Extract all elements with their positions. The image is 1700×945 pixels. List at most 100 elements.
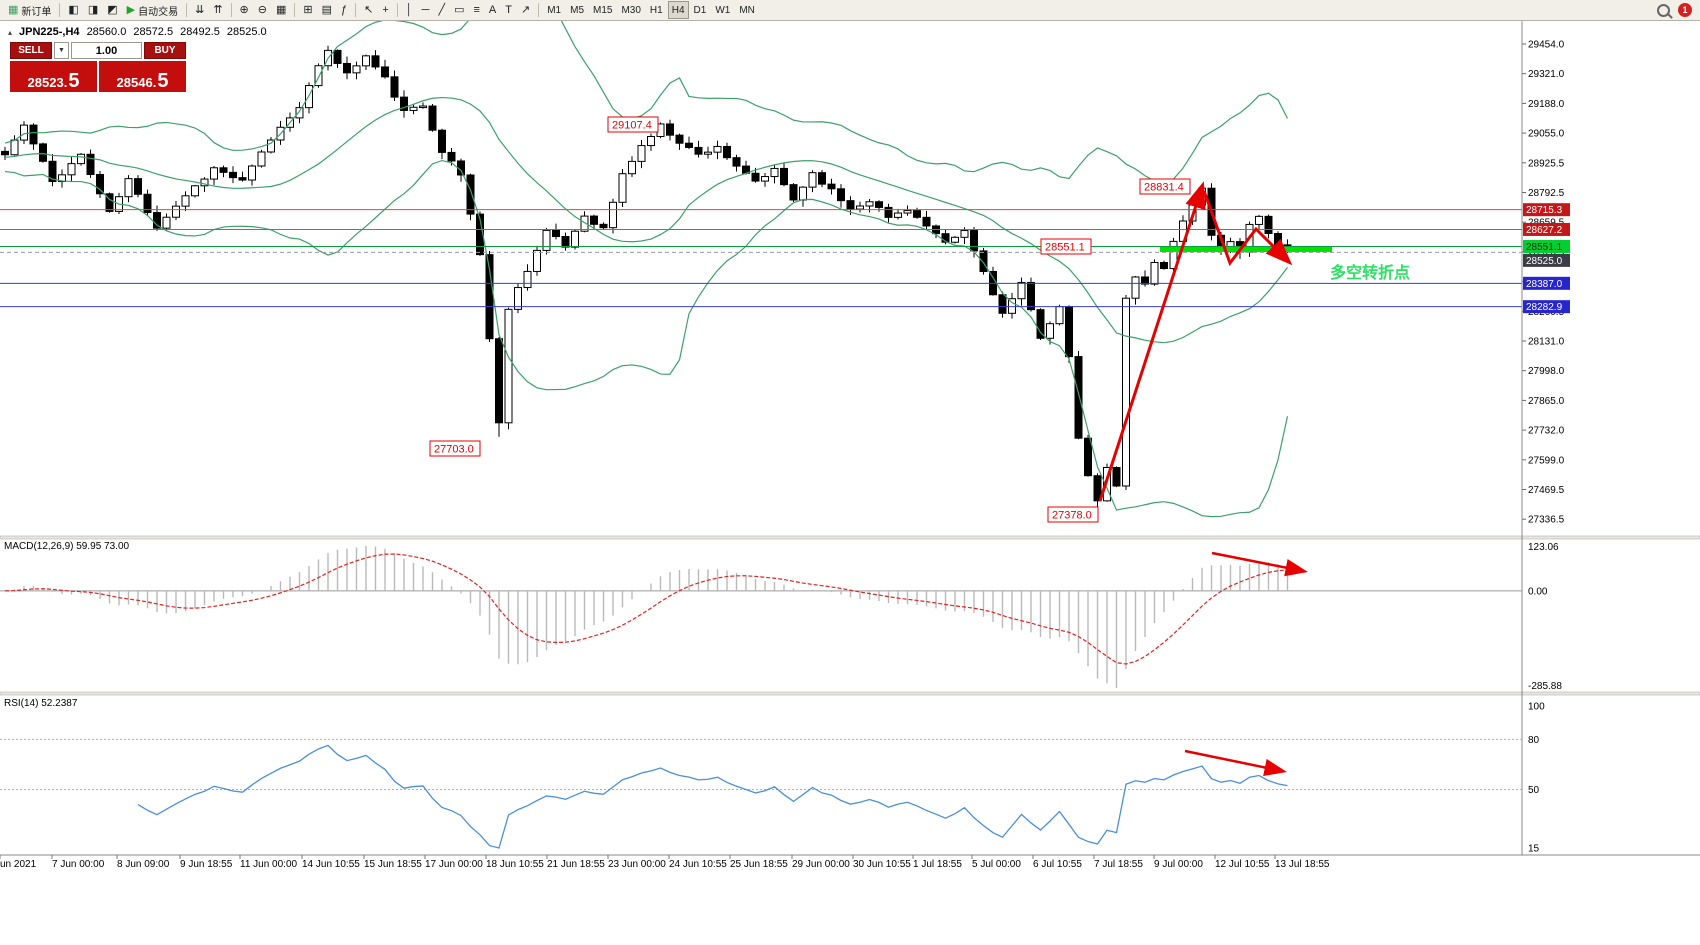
chart-info-line: ▴ JPN225-,H4 28560.0 28572.5 28492.5 285… [8,26,267,38]
annotation-price-tag[interactable]: 29107.4 [607,116,659,133]
timeframe-h1-button-label: H1 [649,4,663,16]
timeframe-m30-button-label: M30 [621,4,641,16]
toolbar-separator [294,3,296,17]
svg-text:29107.4: 29107.4 [612,120,652,132]
annotation-price-tag[interactable]: 27703.0 [429,440,481,457]
fibonacci-icon[interactable]: ≡ [469,1,483,19]
buy-price-box[interactable]: 28546. 5 [99,61,186,92]
svg-text:9 Jun 18:55: 9 Jun 18:55 [180,859,233,870]
timeframe-w1-button[interactable]: W1 [711,1,734,19]
svg-text:27865.0: 27865.0 [1528,396,1565,407]
profiles-icon[interactable]: ▤ [318,1,336,19]
volume-input[interactable] [71,42,142,59]
buy-button[interactable]: BUY [144,42,186,59]
svg-text:28925.5: 28925.5 [1528,158,1565,169]
navigator-icon: ◩ [107,3,118,16]
timeframe-m1-button-label: M1 [547,4,562,16]
crosshair-icon[interactable]: + [378,1,392,19]
ohlc-low: 28492.5 [180,26,220,38]
notifications-badge[interactable]: 1 [1678,3,1692,17]
autotrade-button[interactable]: ▶ 自动交易 [123,1,182,19]
buy-price-pip: 5 [157,70,169,92]
indicators-icon[interactable]: ƒ [337,1,351,19]
trendline-icon[interactable]: ╱ [434,1,449,19]
timeframe-mn-button[interactable]: MN [735,1,759,19]
timeframe-m5-button[interactable]: M5 [566,1,588,19]
label-icon[interactable]: T [501,1,516,19]
svg-text:28715.3: 28715.3 [1526,205,1563,216]
svg-text:28525.0: 28525.0 [1526,256,1563,267]
horizontal-line-icon[interactable]: ─ [418,1,434,19]
annotation-price-tag[interactable]: 28551.1 [1040,238,1092,255]
timeframe-h4-button-label: H4 [671,4,685,16]
panel-divider[interactable] [0,535,1700,540]
zoom-in-icon: ⊕ [239,3,249,16]
market-watch-icon[interactable]: ◧ [64,1,82,19]
svg-text:28831.4: 28831.4 [1144,182,1184,194]
rsi-scale-label: 80 [1528,735,1540,746]
macd-histogram [13,546,1289,688]
svg-text:29454.0: 29454.0 [1528,40,1565,51]
timeframe-h4-button[interactable]: H4 [667,1,689,19]
new-order-button[interactable]: ▦ 新订单 [4,1,55,19]
vertical-line-icon[interactable]: │ [402,1,417,19]
note-text[interactable]: 多空转折点 [1330,263,1410,282]
tile-windows-icon[interactable]: ▦ [272,1,290,19]
timeframe-m1-button[interactable]: M1 [543,1,565,19]
timeframe-m15-button[interactable]: M15 [589,1,616,19]
fibonacci-icon: ≡ [473,3,480,16]
svg-text:27998.0: 27998.0 [1528,366,1565,377]
trendline-icon: ╱ [438,3,446,16]
search-icon[interactable] [1657,3,1670,17]
panel-divider[interactable] [0,691,1700,696]
svg-text:29321.0: 29321.0 [1528,69,1565,80]
svg-text:29 Jun 00:00: 29 Jun 00:00 [792,859,850,870]
svg-text:27336.5: 27336.5 [1528,515,1565,526]
chart-bars-icon: ⇊ [195,3,205,16]
annotation-price-tag[interactable]: 28831.4 [1139,178,1191,195]
timeframe-mn-button-label: MN [739,4,755,16]
navigator-icon[interactable]: ◩ [103,1,121,19]
timeframe-m30-button[interactable]: M30 [617,1,644,19]
volume-dropdown-button[interactable]: ▼ [54,42,69,59]
new-chart-icon[interactable]: ⊞ [299,1,316,19]
svg-text:29188.0: 29188.0 [1528,99,1565,110]
svg-text:un 2021: un 2021 [0,859,37,870]
svg-text:25 Jun 18:55: 25 Jun 18:55 [730,859,788,870]
one-click-trading-panel: SELL ▼ BUY 28523.5 28546.5 [10,42,186,92]
sell-button[interactable]: SELL [10,42,52,59]
arrows-icon[interactable]: ↗ [517,1,534,19]
svg-text:9 Jul 00:00: 9 Jul 00:00 [1154,859,1203,870]
annotation-price-tag[interactable]: 27378.0 [1047,506,1099,523]
timeframe-d1-button[interactable]: D1 [690,1,711,19]
indicator-arrow[interactable] [1184,749,1287,777]
text-icon: A [488,3,497,16]
macd-scale-label: 0.00 [1528,586,1548,597]
timeframe-d1-button-label: D1 [693,4,707,16]
zoom-in-icon[interactable]: ⊕ [236,1,253,19]
rsi-indicator-label: RSI(14) 52.2387 [4,698,78,709]
indicator-arrow[interactable] [1211,551,1308,577]
text-icon[interactable]: A [485,1,500,19]
trend-arrow[interactable] [1202,190,1293,267]
timeframe-h1-button[interactable]: H1 [646,1,667,19]
chart-candles-icon[interactable]: ⇈ [209,1,226,19]
macd-signal-line [4,553,1288,665]
buy-price: 28546. [116,74,157,90]
data-window-icon[interactable]: ◨ [84,1,102,19]
zoom-out-icon[interactable]: ⊖ [254,1,271,19]
svg-text:6 Jul 10:55: 6 Jul 10:55 [1033,859,1082,870]
channel-icon[interactable]: ▭ [450,1,468,19]
svg-text:23 Jun 00:00: 23 Jun 00:00 [608,859,666,870]
svg-text:27378.0: 27378.0 [1052,510,1092,522]
svg-text:7 Jul 18:55: 7 Jul 18:55 [1094,859,1143,870]
chart-bars-icon[interactable]: ⇊ [191,1,208,19]
timeframe-m15-button-label: M15 [593,4,613,16]
chart-candles-icon: ⇈ [213,3,223,16]
sell-price-box[interactable]: 28523. 5 [10,61,97,92]
cursor-icon[interactable]: ↖ [360,1,377,19]
svg-text:12 Jul 10:55: 12 Jul 10:55 [1215,859,1270,870]
trend-arrow[interactable] [1098,181,1206,502]
macd-indicator-label: MACD(12,26,9) 59.95 73.00 [4,541,130,552]
